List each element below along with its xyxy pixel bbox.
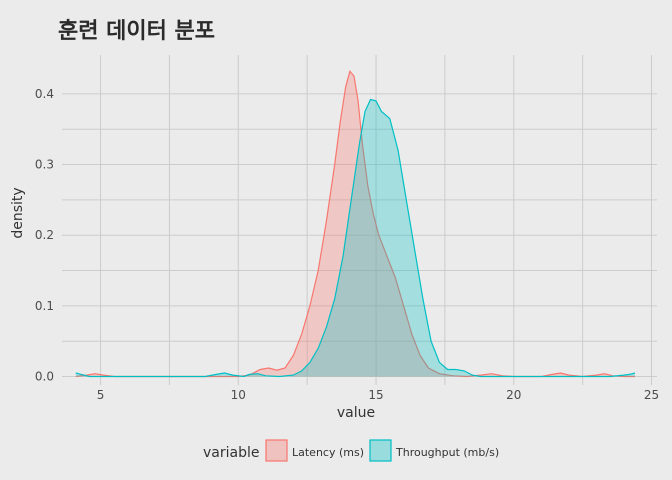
x-axis-ticks: 5 10 15 20 25: [97, 388, 659, 402]
legend-key-throughput: [369, 439, 392, 462]
y-tick-label: 0.1: [35, 299, 54, 313]
x-tick-label: 20: [506, 388, 521, 402]
x-tick-label: 5: [97, 388, 105, 402]
legend-label-latency: Latency (ms): [292, 446, 364, 459]
legend-label-throughput: Throughput (mb/s): [395, 446, 499, 459]
y-axis-label: density: [10, 187, 26, 238]
density-area-latency: [75, 71, 636, 377]
density-area-latency-line: [75, 70, 635, 378]
x-tick-label: 25: [644, 388, 659, 402]
x-tick-label: 15: [368, 388, 383, 402]
y-axis-ticks: 0.0 0.1 0.2 0.3 0.4: [35, 87, 54, 384]
legend: variable Latency (ms) Throughput (mb/s): [203, 439, 499, 462]
y-tick-label: 0.3: [35, 158, 54, 172]
y-tick-label: 0.0: [35, 370, 54, 384]
density-area-throughput: [75, 99, 636, 377]
chart-title: 훈련 데이터 분포: [58, 19, 215, 44]
y-tick-label: 0.4: [35, 87, 54, 101]
density-areas: [75, 70, 636, 378]
y-tick-label: 0.2: [35, 228, 54, 242]
x-axis-label: value: [337, 405, 375, 421]
x-tick-label: 10: [231, 388, 246, 402]
density-area-throughput-line: [75, 98, 636, 378]
legend-key-latency: [265, 439, 288, 462]
legend-title: variable: [203, 445, 259, 461]
gridlines: [62, 55, 657, 385]
